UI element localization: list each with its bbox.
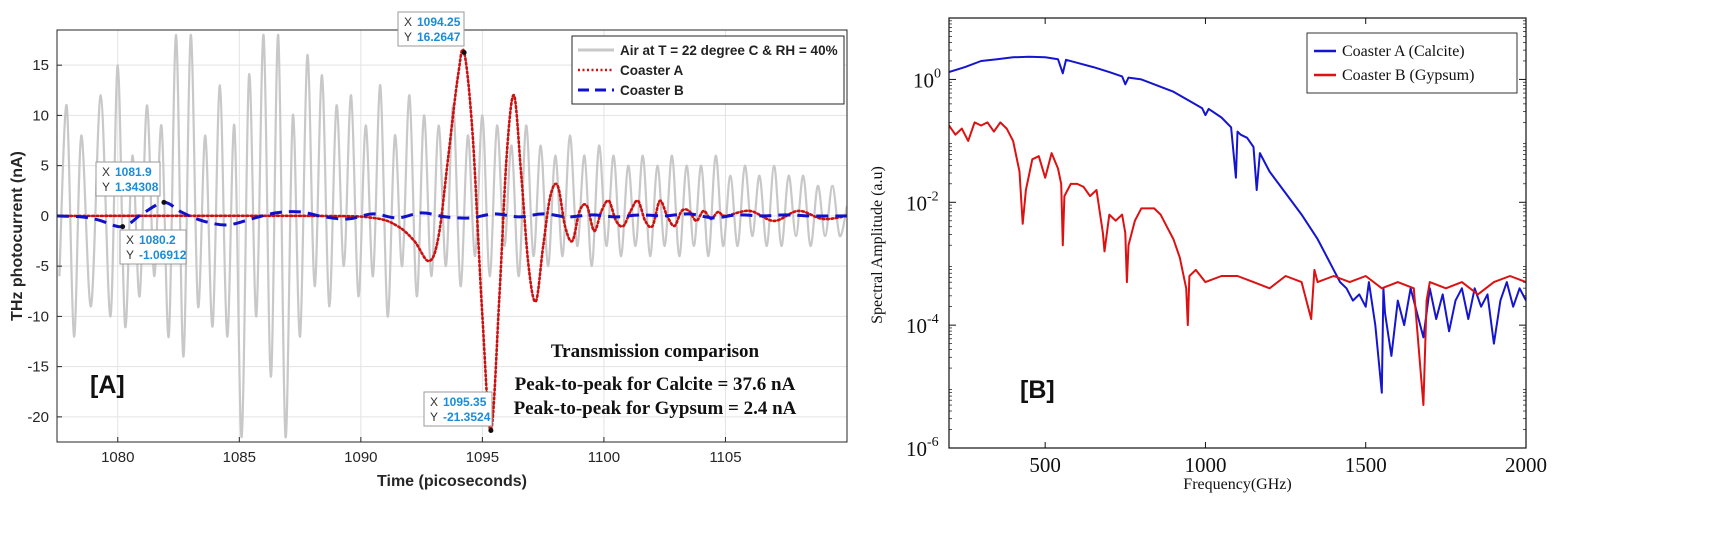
- datatip-x-key: X: [102, 165, 110, 179]
- y-tick-label: -20: [27, 409, 49, 426]
- series-coaster-a: [57, 48, 847, 432]
- legend-box-b: [1306, 32, 1518, 94]
- x-tick-label: 500: [1029, 453, 1061, 477]
- legend-label-coaster-a: Coaster A: [620, 63, 684, 78]
- datatip-y-key: Y: [404, 30, 412, 44]
- series-gypsum: [949, 121, 1526, 406]
- x-tick-label: 1105: [709, 449, 741, 466]
- datatip-x-key: X: [404, 15, 412, 29]
- annotation-calcite: Peak-to-peak for Calcite = 37.6 nA: [515, 374, 796, 395]
- legend-label-calcite: Coaster A (Calcite): [1342, 43, 1465, 60]
- datatips: X 1094.25 Y 16.2647 X 1081.9 Y 1.34308 X…: [95, 11, 494, 433]
- datatip-y-value: -1.06912: [139, 248, 187, 262]
- datatip-y-key: Y: [430, 410, 438, 424]
- y-tick-label: 0: [41, 208, 49, 225]
- x-axis-label-a: Time (picoseconds): [377, 473, 527, 490]
- x-ticks-a: 1080 1085 1090 1095 1100 1105: [101, 437, 742, 466]
- datatip-marker: [461, 49, 467, 55]
- y-tick-label: -5: [36, 258, 49, 275]
- annotation-gypsum: Peak-to-peak for Gypsum = 2.4 nA: [514, 398, 797, 419]
- datatip-x-key: X: [430, 395, 438, 409]
- x-tick-label: 2000: [1505, 453, 1547, 477]
- legend-label-gypsum: Coaster B (Gypsum): [1342, 67, 1474, 84]
- y-tick-label: -15: [27, 359, 49, 376]
- y-tick-base: 10: [906, 314, 927, 338]
- y-tick-exponent: -2: [927, 189, 939, 204]
- y-tick-label: 15: [32, 57, 49, 74]
- datatip-y-key: Y: [126, 248, 134, 262]
- datatip-y-key: Y: [102, 180, 110, 194]
- y-tick-label: -10: [27, 308, 49, 325]
- y-tick-base: 10: [906, 437, 927, 461]
- panel-tag-a: [A]: [90, 371, 125, 399]
- y-axis-label-a: THz photocurrent (nA): [9, 151, 26, 321]
- series-calcite: [949, 55, 1526, 394]
- datatip-x-value: 1080.2: [139, 233, 176, 247]
- legend-label-coaster-b: Coaster B: [620, 83, 684, 98]
- x-axis-label-b: Frequency(GHz): [1183, 476, 1291, 493]
- datatip-y-value: -21.3524: [443, 410, 491, 424]
- series-coaster-b: [57, 200, 847, 229]
- x-tick-label: 1100: [588, 449, 620, 466]
- x-tick-label: 1090: [344, 449, 377, 466]
- series-group-b: [949, 55, 1526, 406]
- plot-frame-b: [948, 17, 1527, 449]
- x-tick-label: 1500: [1345, 453, 1387, 477]
- panel-tag-b: [B]: [1020, 376, 1055, 404]
- y-tick-exponent: -6: [927, 435, 939, 450]
- annotation-title: Transmission comparison: [551, 341, 760, 362]
- datatip-marker: [120, 224, 126, 230]
- datatip-peak-min: X 1095.35 Y -21.3524: [423, 391, 494, 433]
- datatip-gypsum-min: X 1080.2 Y -1.06912: [119, 224, 187, 265]
- datatip-x-key: X: [126, 233, 134, 247]
- y-tick-base: 10: [913, 68, 934, 92]
- legend-box-a: [571, 35, 845, 105]
- datatip-marker: [488, 427, 494, 433]
- datatip-y-value: 16.2647: [417, 30, 461, 44]
- legend-a: Air at T = 22 degree C & RH = 40% Coaste…: [571, 35, 845, 105]
- y-tick-base: 10: [906, 191, 927, 215]
- datatip-y-value: 1.34308: [115, 180, 159, 194]
- y-tick-label: 10: [32, 107, 49, 124]
- x-tick-label: 1080: [101, 449, 134, 466]
- y-tick-label: 5: [41, 158, 49, 175]
- y-tick-exponent: -4: [927, 312, 939, 327]
- datatip-x-value: 1081.9: [115, 165, 152, 179]
- x-ticks-b: 500 1000 1500 2000: [1029, 18, 1547, 477]
- datatip-x-value: 1095.35: [443, 395, 487, 409]
- datatip-peak-max: X 1094.25 Y 16.2647: [397, 11, 467, 55]
- datatip-x-value: 1094.25: [417, 15, 461, 29]
- x-tick-label: 1000: [1184, 453, 1226, 477]
- y-ticks-a: -20 -15 -10 -5 0 5 10 15: [27, 57, 62, 426]
- datatip-gypsum-max: X 1081.9 Y 1.34308: [95, 161, 167, 205]
- legend-label-air: Air at T = 22 degree C & RH = 40%: [620, 43, 838, 58]
- x-tick-label: 1085: [223, 449, 256, 466]
- x-tick-label: 1095: [466, 449, 499, 466]
- legend-b: Coaster A (Calcite) Coaster B (Gypsum): [1306, 32, 1518, 94]
- y-tick-exponent: 0: [934, 66, 941, 81]
- datatip-marker: [161, 199, 167, 205]
- y-axis-label-b: Spectral Amplitude (a.u): [869, 166, 886, 324]
- panel-a: 1080 1085 1090 1095 1100 1105 -20 -15 -10 -5 0 5 10…: [9, 11, 848, 490]
